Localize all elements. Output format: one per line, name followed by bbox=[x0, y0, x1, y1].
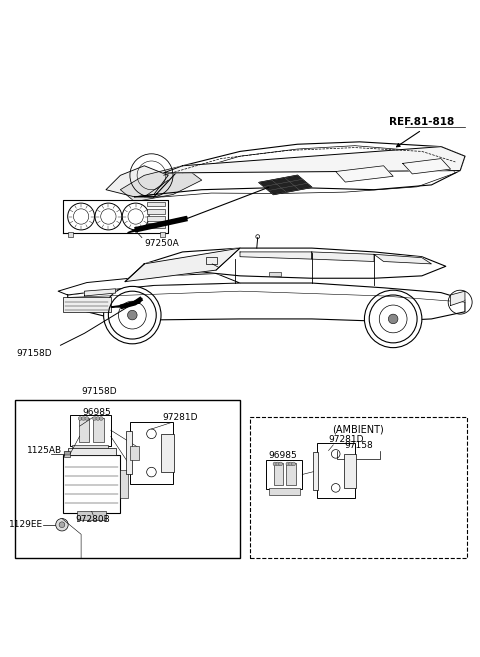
Bar bbox=[159, 232, 165, 237]
Circle shape bbox=[128, 310, 137, 320]
Polygon shape bbox=[240, 252, 312, 259]
Bar bbox=[63, 298, 111, 312]
Text: 97281D: 97281D bbox=[328, 436, 364, 444]
Bar bbox=[313, 452, 318, 489]
Text: 97281D: 97281D bbox=[162, 413, 198, 422]
Circle shape bbox=[289, 462, 293, 466]
Polygon shape bbox=[374, 254, 432, 264]
Text: 97250A: 97250A bbox=[144, 238, 179, 248]
Bar bbox=[147, 216, 165, 221]
Circle shape bbox=[99, 417, 103, 420]
Bar bbox=[72, 445, 108, 451]
Text: 97158D: 97158D bbox=[16, 349, 52, 357]
Polygon shape bbox=[58, 273, 240, 295]
Bar bbox=[250, 417, 468, 558]
Polygon shape bbox=[128, 217, 187, 233]
Polygon shape bbox=[451, 291, 465, 306]
Text: 1125AB: 1125AB bbox=[27, 446, 62, 455]
Circle shape bbox=[279, 462, 283, 466]
Circle shape bbox=[96, 417, 100, 420]
Bar bbox=[15, 400, 240, 558]
Circle shape bbox=[85, 417, 89, 420]
Text: 97158D: 97158D bbox=[81, 388, 117, 396]
Polygon shape bbox=[144, 248, 446, 279]
Bar bbox=[274, 463, 283, 486]
Polygon shape bbox=[336, 166, 393, 182]
Bar bbox=[120, 470, 128, 499]
FancyBboxPatch shape bbox=[161, 434, 174, 472]
Circle shape bbox=[78, 417, 82, 420]
Bar bbox=[64, 451, 70, 457]
Bar bbox=[126, 432, 132, 474]
Polygon shape bbox=[125, 248, 240, 282]
Circle shape bbox=[292, 462, 296, 466]
Circle shape bbox=[273, 462, 277, 466]
Bar bbox=[130, 445, 140, 460]
Text: REF.81-818: REF.81-818 bbox=[389, 116, 455, 127]
Polygon shape bbox=[259, 175, 312, 194]
Bar bbox=[269, 488, 300, 495]
Text: (AMBIENT): (AMBIENT) bbox=[333, 424, 384, 434]
Circle shape bbox=[104, 286, 161, 344]
Circle shape bbox=[56, 518, 68, 531]
Text: 96985: 96985 bbox=[269, 451, 298, 460]
Circle shape bbox=[388, 314, 398, 324]
Polygon shape bbox=[68, 283, 465, 321]
Polygon shape bbox=[403, 158, 451, 174]
Bar bbox=[269, 272, 281, 276]
Polygon shape bbox=[84, 289, 116, 296]
Circle shape bbox=[364, 290, 422, 348]
Polygon shape bbox=[63, 200, 168, 233]
Circle shape bbox=[93, 417, 96, 420]
Text: 97280B: 97280B bbox=[76, 515, 110, 524]
Polygon shape bbox=[135, 142, 465, 197]
Bar bbox=[287, 463, 296, 486]
Bar bbox=[130, 422, 173, 484]
Text: 1129EE: 1129EE bbox=[9, 520, 43, 530]
Bar bbox=[93, 417, 104, 442]
Text: 97158: 97158 bbox=[344, 441, 373, 449]
Polygon shape bbox=[111, 298, 142, 307]
Bar bbox=[79, 417, 89, 442]
Bar bbox=[147, 223, 165, 228]
Text: 96985: 96985 bbox=[82, 408, 111, 417]
Bar bbox=[68, 448, 116, 455]
Bar bbox=[70, 415, 111, 445]
Circle shape bbox=[59, 522, 65, 528]
Circle shape bbox=[276, 462, 280, 466]
Polygon shape bbox=[120, 166, 202, 202]
Bar bbox=[317, 443, 355, 499]
Bar bbox=[63, 455, 120, 512]
Polygon shape bbox=[106, 166, 168, 197]
Polygon shape bbox=[163, 147, 465, 173]
Bar bbox=[147, 209, 165, 214]
Bar bbox=[68, 232, 73, 237]
Bar bbox=[206, 257, 217, 264]
Bar bbox=[147, 202, 165, 206]
Bar bbox=[344, 454, 356, 488]
Bar bbox=[266, 460, 302, 489]
Circle shape bbox=[286, 462, 290, 466]
Polygon shape bbox=[312, 252, 374, 261]
Bar bbox=[77, 511, 106, 520]
Circle shape bbox=[82, 417, 85, 420]
